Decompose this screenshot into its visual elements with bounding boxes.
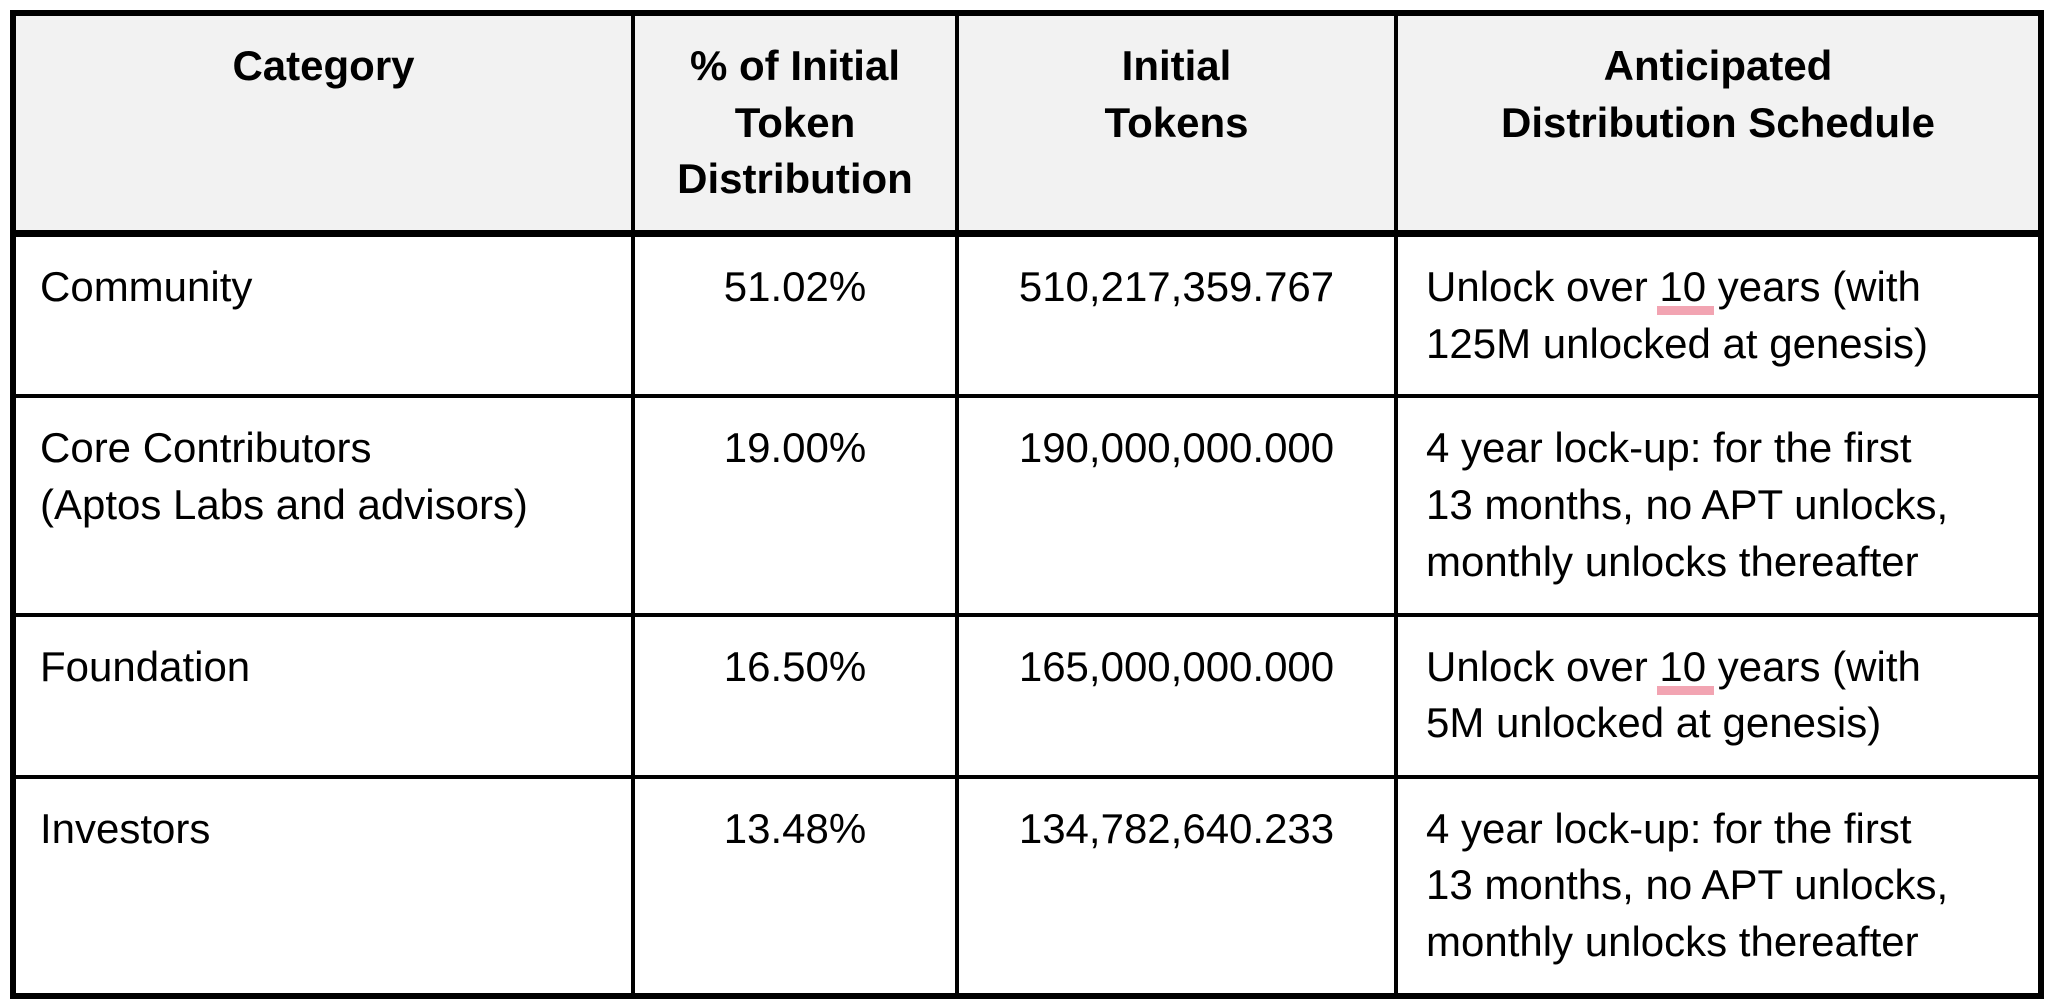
schedule-cell: 4 year lock-up: for the first 13 months,… (1394, 774, 2043, 998)
tokens-cell: 510,217,359.767 (955, 231, 1398, 399)
tokens-cell: 190,000,000.000 (955, 394, 1398, 617)
header-category: Category (11, 11, 635, 238)
header-distribution-schedule: Anticipated Distribution Schedule (1394, 11, 2043, 238)
pct-cell: 51.02% (631, 231, 959, 399)
category-cell: Community (11, 231, 635, 399)
pct-cell: 19.00% (631, 394, 959, 617)
category-cell: Foundation (11, 612, 635, 779)
tokens-cell: 134,782,640.233 (955, 774, 1398, 998)
header-initial-tokens: Initial Tokens (955, 11, 1398, 238)
category-cell: Core Contributors (Aptos Labs and adviso… (11, 394, 635, 617)
table-row-community: Community 51.02% 510,217,359.767 Unlock … (11, 231, 2043, 399)
schedule-text-post: years (with 125M unlocked at genesis) (1426, 263, 1928, 367)
schedule-text-pre: 4 year lock-up: for the first 13 months,… (1426, 424, 1949, 585)
tokens-cell: 165,000,000.000 (955, 612, 1398, 779)
page: Category % of Initial Token Distribution… (0, 0, 2048, 971)
header-pct-initial-distribution: % of Initial Token Distribution (631, 11, 959, 238)
category-cell: Investors (11, 774, 635, 998)
schedule-cell: 4 year lock-up: for the first 13 months,… (1394, 394, 2043, 617)
schedule-text-pre: 4 year lock-up: for the first 13 months,… (1426, 804, 1949, 965)
token-distribution-table: Category % of Initial Token Distribution… (10, 10, 2044, 999)
table-row-foundation: Foundation 16.50% 165,000,000.000 Unlock… (11, 612, 2043, 779)
schedule-cell: Unlock over 10 years (with 5M unlocked a… (1394, 612, 2043, 779)
schedule-text-pre: Unlock over (1426, 642, 1660, 690)
table-row-investors: Investors 13.48% 134,782,640.233 4 year … (11, 774, 2043, 998)
pink-underline-mark: 10 (1659, 263, 1707, 311)
pct-cell: 13.48% (631, 774, 959, 998)
table-row-core-contributors: Core Contributors (Aptos Labs and adviso… (11, 394, 2043, 617)
header-row: Category % of Initial Token Distribution… (11, 11, 2043, 238)
pink-underline-mark: 10 (1659, 642, 1707, 690)
schedule-cell: Unlock over 10 years (with 125M unlocked… (1394, 231, 2043, 399)
pct-cell: 16.50% (631, 612, 959, 779)
schedule-text-post: years (with 5M unlocked at genesis) (1426, 642, 1921, 747)
schedule-text-pre: Unlock over (1426, 263, 1660, 311)
